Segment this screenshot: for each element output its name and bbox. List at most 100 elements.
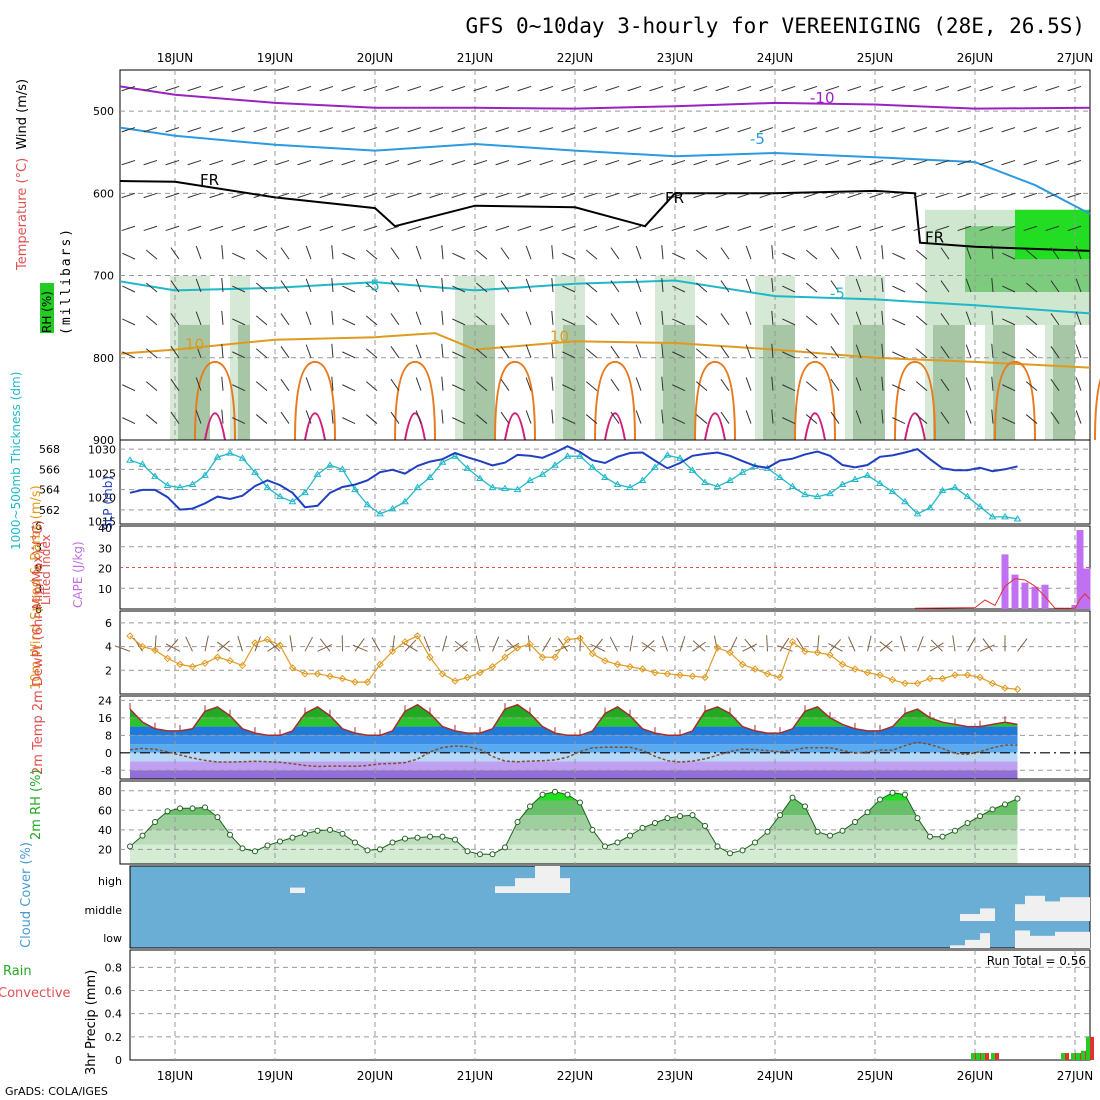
wind-barb xyxy=(782,417,796,425)
wind-barb xyxy=(1025,381,1038,392)
cloud-high-label: high xyxy=(98,875,122,888)
wind-barb xyxy=(830,280,840,293)
rh-point xyxy=(902,791,908,798)
wind-speed-point xyxy=(513,644,522,652)
wind-barb xyxy=(605,85,620,92)
precip-total-bar xyxy=(1061,1053,1065,1060)
wind-barb xyxy=(363,85,378,92)
pressure-tick-labels: 500 600 700 800 900 xyxy=(93,105,114,447)
wind-barb xyxy=(429,127,444,133)
cloud-background xyxy=(129,865,1091,949)
wind-barb xyxy=(671,85,686,92)
wind-barb xyxy=(473,85,488,92)
wind-barb xyxy=(737,192,752,199)
rh-point xyxy=(139,832,146,839)
wind-barb xyxy=(342,384,356,392)
wind-barb xyxy=(365,414,378,424)
wind-barb xyxy=(830,247,840,260)
wind-speed-point xyxy=(476,668,484,677)
rh-column-mid xyxy=(238,324,250,440)
wind-barb xyxy=(605,225,620,232)
slp-tick: 1015 xyxy=(88,516,116,529)
wind-barb xyxy=(500,280,510,293)
rh-series xyxy=(127,788,1021,858)
wind-label: Wind (m/s) xyxy=(15,79,30,150)
wind-barb xyxy=(551,310,554,325)
wind-barb xyxy=(610,378,620,391)
contour-15 xyxy=(794,360,836,441)
contour-15 xyxy=(394,360,436,441)
contour-20 xyxy=(904,412,926,441)
thickness-point xyxy=(426,473,434,480)
wind-barb-10m xyxy=(504,642,520,652)
wind-speed-point xyxy=(651,668,659,677)
wind-barb xyxy=(341,192,356,199)
contour-m10 xyxy=(119,85,1091,110)
wind-speed-point xyxy=(951,671,959,679)
wind-barb xyxy=(855,344,862,358)
wind-tick: 6 xyxy=(105,617,112,630)
wind-barb xyxy=(517,225,532,232)
rh-point xyxy=(439,833,446,840)
wind-barb xyxy=(221,343,224,358)
wind-barb xyxy=(341,225,356,232)
x-date-label-bottom: 23JUN xyxy=(657,1069,694,1083)
rh-point xyxy=(702,822,708,829)
rh-point xyxy=(352,839,358,846)
wind-barb xyxy=(715,192,730,199)
wind-barb xyxy=(940,280,950,293)
wind-barb xyxy=(255,381,268,392)
wind-barb xyxy=(331,245,334,260)
wind-barb xyxy=(957,85,972,92)
thickness-point xyxy=(151,472,159,479)
thickness-point xyxy=(713,482,722,490)
cape-grid xyxy=(119,525,1091,610)
wind-speed-point xyxy=(526,640,534,648)
rh-point xyxy=(627,832,633,839)
wind-barb xyxy=(165,159,180,166)
thickness-point xyxy=(251,468,259,475)
wind-barb xyxy=(551,409,554,424)
wind-barb-10m xyxy=(1017,638,1028,652)
rh-point xyxy=(964,819,971,826)
cape-bar xyxy=(1031,586,1039,609)
wind-speed-point xyxy=(313,670,322,678)
rh-point xyxy=(252,848,258,855)
wind-barb xyxy=(891,225,906,232)
wind-barb xyxy=(122,252,136,260)
cloud-block xyxy=(495,886,515,893)
pressure-tick: 500 xyxy=(93,105,114,118)
pressure-tick: 900 xyxy=(93,434,114,447)
wind-barb xyxy=(781,192,796,199)
wind-barb xyxy=(805,282,818,293)
wind-barb xyxy=(475,282,488,293)
wind-barb xyxy=(562,384,576,392)
wind-barb xyxy=(305,410,312,424)
thickness-point xyxy=(913,509,922,517)
wind-barb xyxy=(913,127,928,133)
thickness-point xyxy=(588,463,597,470)
wind-barb-10m xyxy=(692,640,706,652)
wind-barb xyxy=(1002,384,1016,392)
wind-speed-point xyxy=(138,642,147,651)
cloud-block xyxy=(560,878,570,893)
wind-barb xyxy=(143,225,158,232)
contour-20 xyxy=(604,412,626,441)
wind-barb xyxy=(231,225,246,232)
wind-barb xyxy=(891,127,906,133)
temp-tick: 24 xyxy=(98,694,112,707)
thickness-point xyxy=(1001,512,1009,520)
rh-point xyxy=(489,851,496,858)
wind-barb xyxy=(525,410,532,424)
wind-barb xyxy=(715,85,730,92)
rh-point xyxy=(877,796,883,803)
thickness-tick: 564 xyxy=(39,484,60,497)
wind-barb xyxy=(170,247,180,260)
wind-speed-point xyxy=(751,665,759,673)
wind-barb xyxy=(661,310,664,325)
wind-speed-point xyxy=(163,654,172,663)
x-date-label-bottom: 21JUN xyxy=(457,1069,494,1083)
wind-barb xyxy=(363,192,378,199)
rh-tick: 20 xyxy=(98,843,112,856)
thickness-point xyxy=(876,479,884,487)
